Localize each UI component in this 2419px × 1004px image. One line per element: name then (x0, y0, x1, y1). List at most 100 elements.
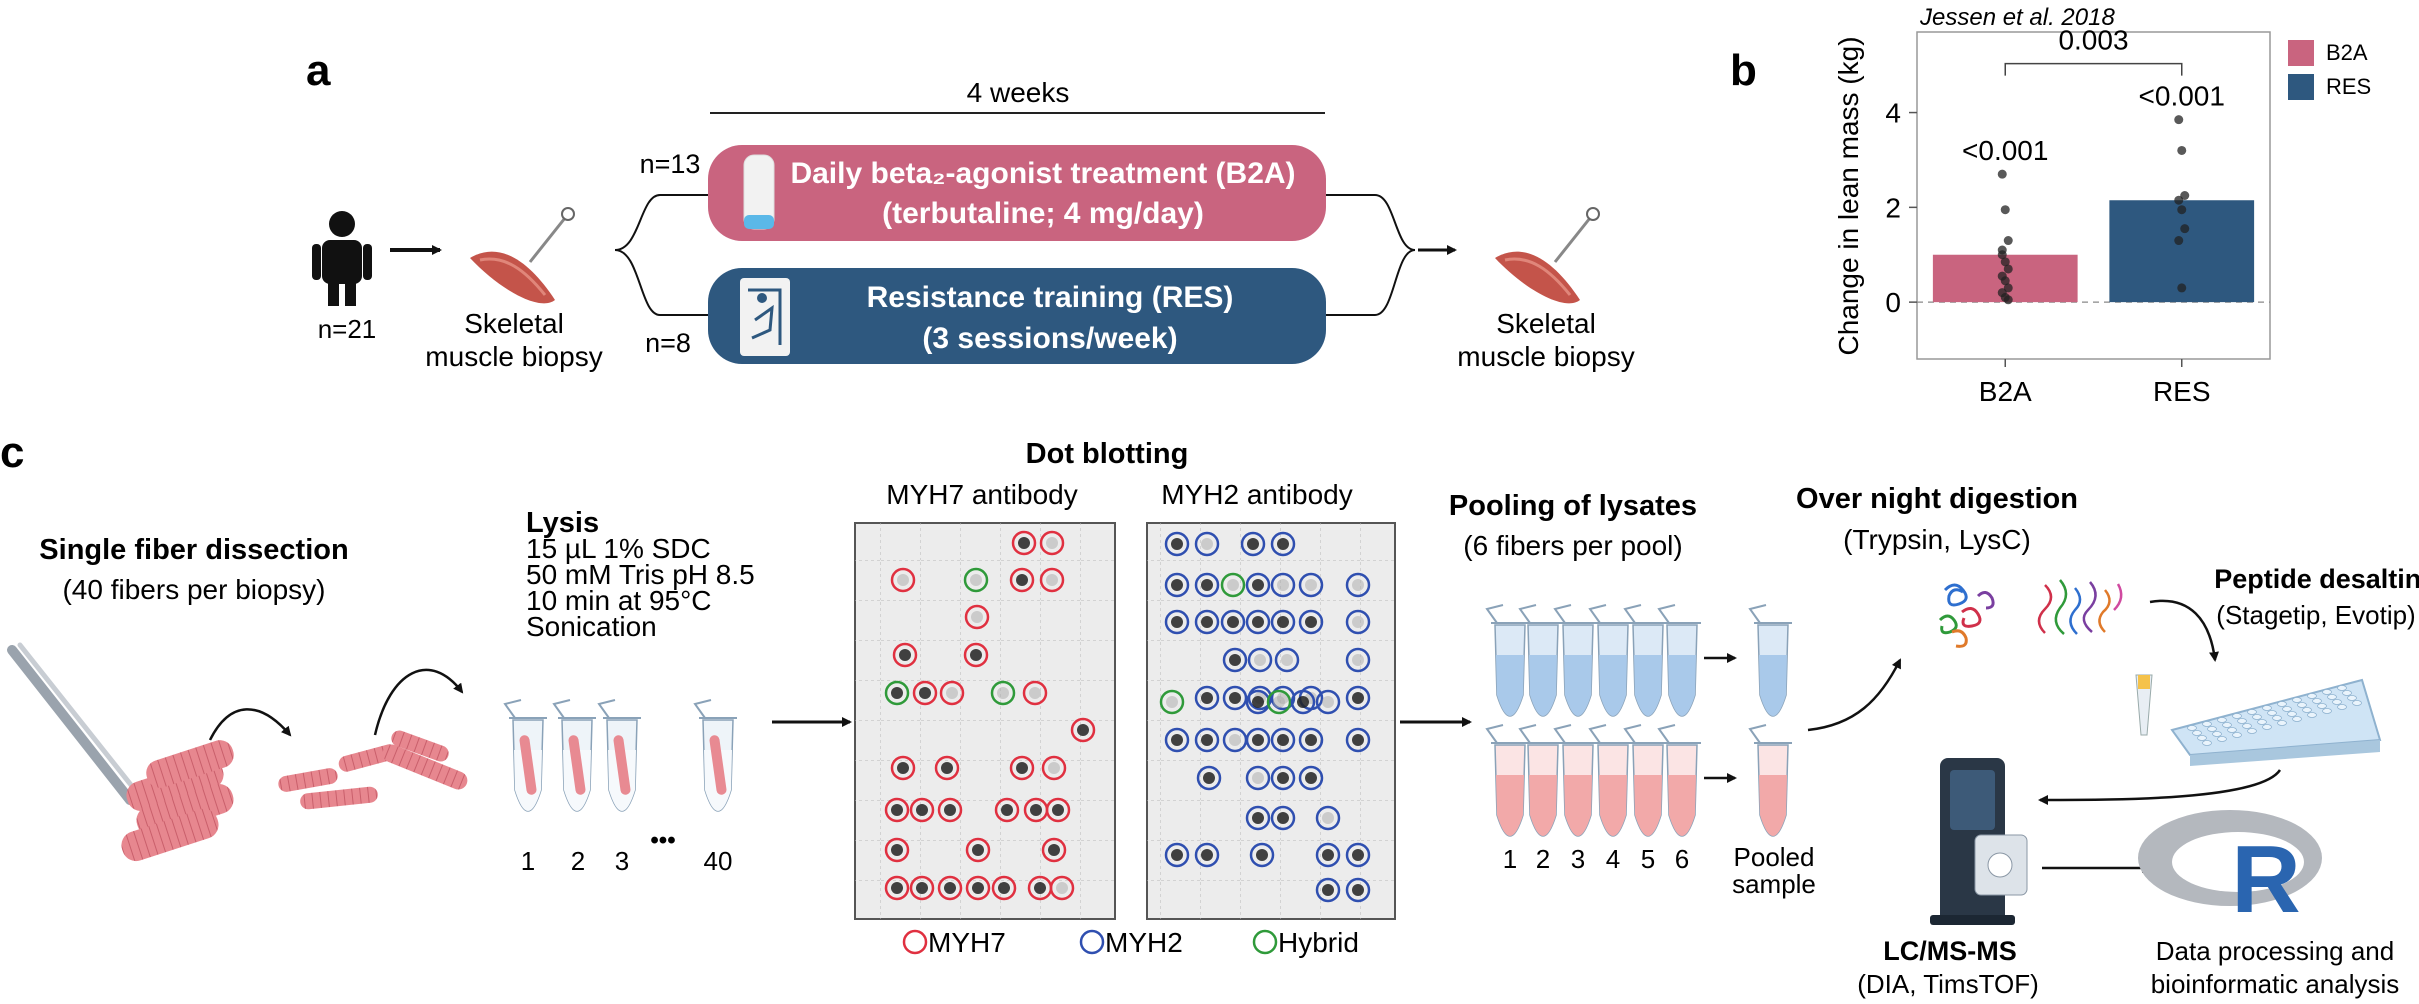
blot-dot (1171, 538, 1183, 550)
blot-dot (1048, 762, 1060, 774)
blot-dot (1227, 616, 1239, 628)
lysis-title: Lysis (526, 507, 599, 539)
dot-blotting-title: Dot blotting (1026, 438, 1189, 470)
blot-circle (1194, 685, 1220, 711)
blot-dot (1322, 696, 1334, 708)
data-point (2180, 224, 2190, 234)
blot-dot (1254, 654, 1266, 666)
blot-dot (1277, 538, 1289, 550)
blot-dot (899, 649, 911, 661)
y-tick-label: 0 (1885, 287, 1901, 318)
blot-dot (1030, 804, 1042, 816)
blot-dot (1352, 849, 1364, 861)
blot-dot (1201, 616, 1213, 628)
blot-circle (1345, 572, 1371, 598)
blot-dots (884, 530, 1371, 903)
blot-dot (916, 804, 928, 816)
legend-swatch-res (2288, 74, 2314, 100)
blot-dot (946, 687, 958, 699)
digestion-subtitle: (Trypsin, LysC) (1843, 524, 2031, 555)
blot-dot (972, 882, 984, 894)
blot-circle (964, 604, 990, 630)
citation: Jessen et al. 2018 (1919, 4, 2115, 31)
blot-dot (1016, 574, 1028, 586)
lysis-tube (503, 699, 547, 812)
blot-dot (1077, 724, 1089, 736)
pool-tube-red (1485, 724, 1529, 837)
legend-myh7-marker (902, 929, 928, 955)
lysis-line-3: 10 min at 95°C (526, 585, 712, 616)
r-logo-icon: R (2138, 810, 2322, 933)
blot-dot (1201, 692, 1213, 704)
pooled-tube-blue (1748, 604, 1792, 717)
blot-circle (1011, 530, 1037, 556)
blot-circle (1298, 765, 1324, 791)
blot-dot (1252, 772, 1264, 784)
lysis-tube (597, 699, 641, 812)
lysis-tube (693, 699, 737, 812)
blot-dot (1273, 696, 1285, 708)
blot-circle (1009, 567, 1035, 593)
blot-circle (1194, 531, 1220, 557)
blot-circle (963, 642, 989, 668)
duration-label: 4 weeks (967, 77, 1070, 108)
blot-dot (970, 649, 982, 661)
blot-dot (891, 844, 903, 856)
panel-b: b Jessen et al. 2018 0 2 4 B2A RES <0.001 <0.0… (1730, 4, 2371, 407)
legend-hybrid-marker (1252, 929, 1278, 955)
blot-dot (1052, 804, 1064, 816)
blot-circle (1022, 680, 1048, 706)
blot-circle (890, 567, 916, 593)
blot-dot (1046, 574, 1058, 586)
data-point (2177, 205, 2187, 215)
blot-circle (1222, 647, 1248, 673)
myh7-antibody-label: MYH7 antibody (886, 479, 1077, 510)
blot-circle (1315, 689, 1341, 715)
blot-circle (1041, 837, 1067, 863)
blot-dot (1171, 616, 1183, 628)
blot-dot (944, 804, 956, 816)
blot-dot (1201, 579, 1213, 591)
pool-tube-red (1657, 724, 1701, 837)
pool-number-4: 4 (1606, 844, 1620, 874)
pooling-title: Pooling of lysates (1449, 490, 1697, 522)
blot-dot (1171, 734, 1183, 746)
n-total-label: n=21 (318, 314, 377, 344)
blot-dot (944, 882, 956, 894)
blot-dot (1201, 734, 1213, 746)
protein-clusters-icon (1938, 583, 1995, 648)
blot-dot (1034, 882, 1046, 894)
blot-dot (1029, 687, 1041, 699)
blot-circle (890, 755, 916, 781)
fiber-bundle-icon (121, 740, 234, 862)
blot-circle (884, 680, 910, 706)
data-point (2000, 276, 2010, 286)
pool-number-3: 3 (1571, 844, 1585, 874)
blot-circle (1290, 689, 1316, 715)
blot-dot (1227, 579, 1239, 591)
blot-circle (1222, 685, 1248, 711)
blot-circle (1298, 609, 1324, 635)
blot-circle (934, 755, 960, 781)
blot-dot (1229, 654, 1241, 666)
data-point (2174, 236, 2184, 246)
blot-dot (1166, 696, 1178, 708)
data-processing-line-1: Data processing and (2156, 936, 2394, 966)
b2a-treatment-box (708, 145, 1326, 241)
blot-dot (1352, 884, 1364, 896)
y-axis-label: Change in lean mass (kg) (1833, 36, 1864, 355)
arrow-desalting-to-lcms (2037, 769, 2282, 805)
data-point (2177, 145, 2187, 155)
blot-circle (965, 837, 991, 863)
blot-circle (1049, 875, 1075, 901)
b2a-line-2: (terbutaline; 4 mg/day) (882, 197, 1204, 230)
panel-b-label: b (1730, 46, 1757, 95)
dissection-subtitle: (40 fibers per biopsy) (62, 574, 325, 605)
res-line-2: (3 sessions/week) (922, 322, 1177, 355)
n-res-label: n=8 (645, 328, 691, 358)
pool-number-2: 2 (1536, 844, 1550, 874)
blot-dot (891, 804, 903, 816)
blot-circle (1164, 531, 1190, 557)
blot-circle (1270, 727, 1296, 753)
pool-tube-red (1623, 724, 1667, 837)
